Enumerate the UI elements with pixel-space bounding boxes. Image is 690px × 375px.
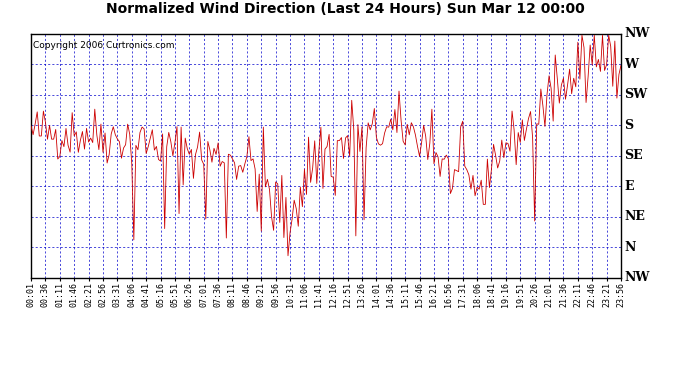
Text: SE: SE: [624, 149, 643, 162]
Text: NW: NW: [624, 271, 650, 284]
Text: Normalized Wind Direction (Last 24 Hours) Sun Mar 12 00:00: Normalized Wind Direction (Last 24 Hours…: [106, 2, 584, 16]
Text: NW: NW: [624, 27, 650, 40]
Text: S: S: [624, 118, 633, 132]
Text: E: E: [624, 180, 634, 193]
Text: Copyright 2006 Curtronics.com: Copyright 2006 Curtronics.com: [33, 41, 175, 50]
Text: N: N: [624, 240, 635, 254]
Text: NE: NE: [624, 210, 645, 223]
Text: W: W: [624, 58, 638, 71]
Text: SW: SW: [624, 88, 648, 101]
